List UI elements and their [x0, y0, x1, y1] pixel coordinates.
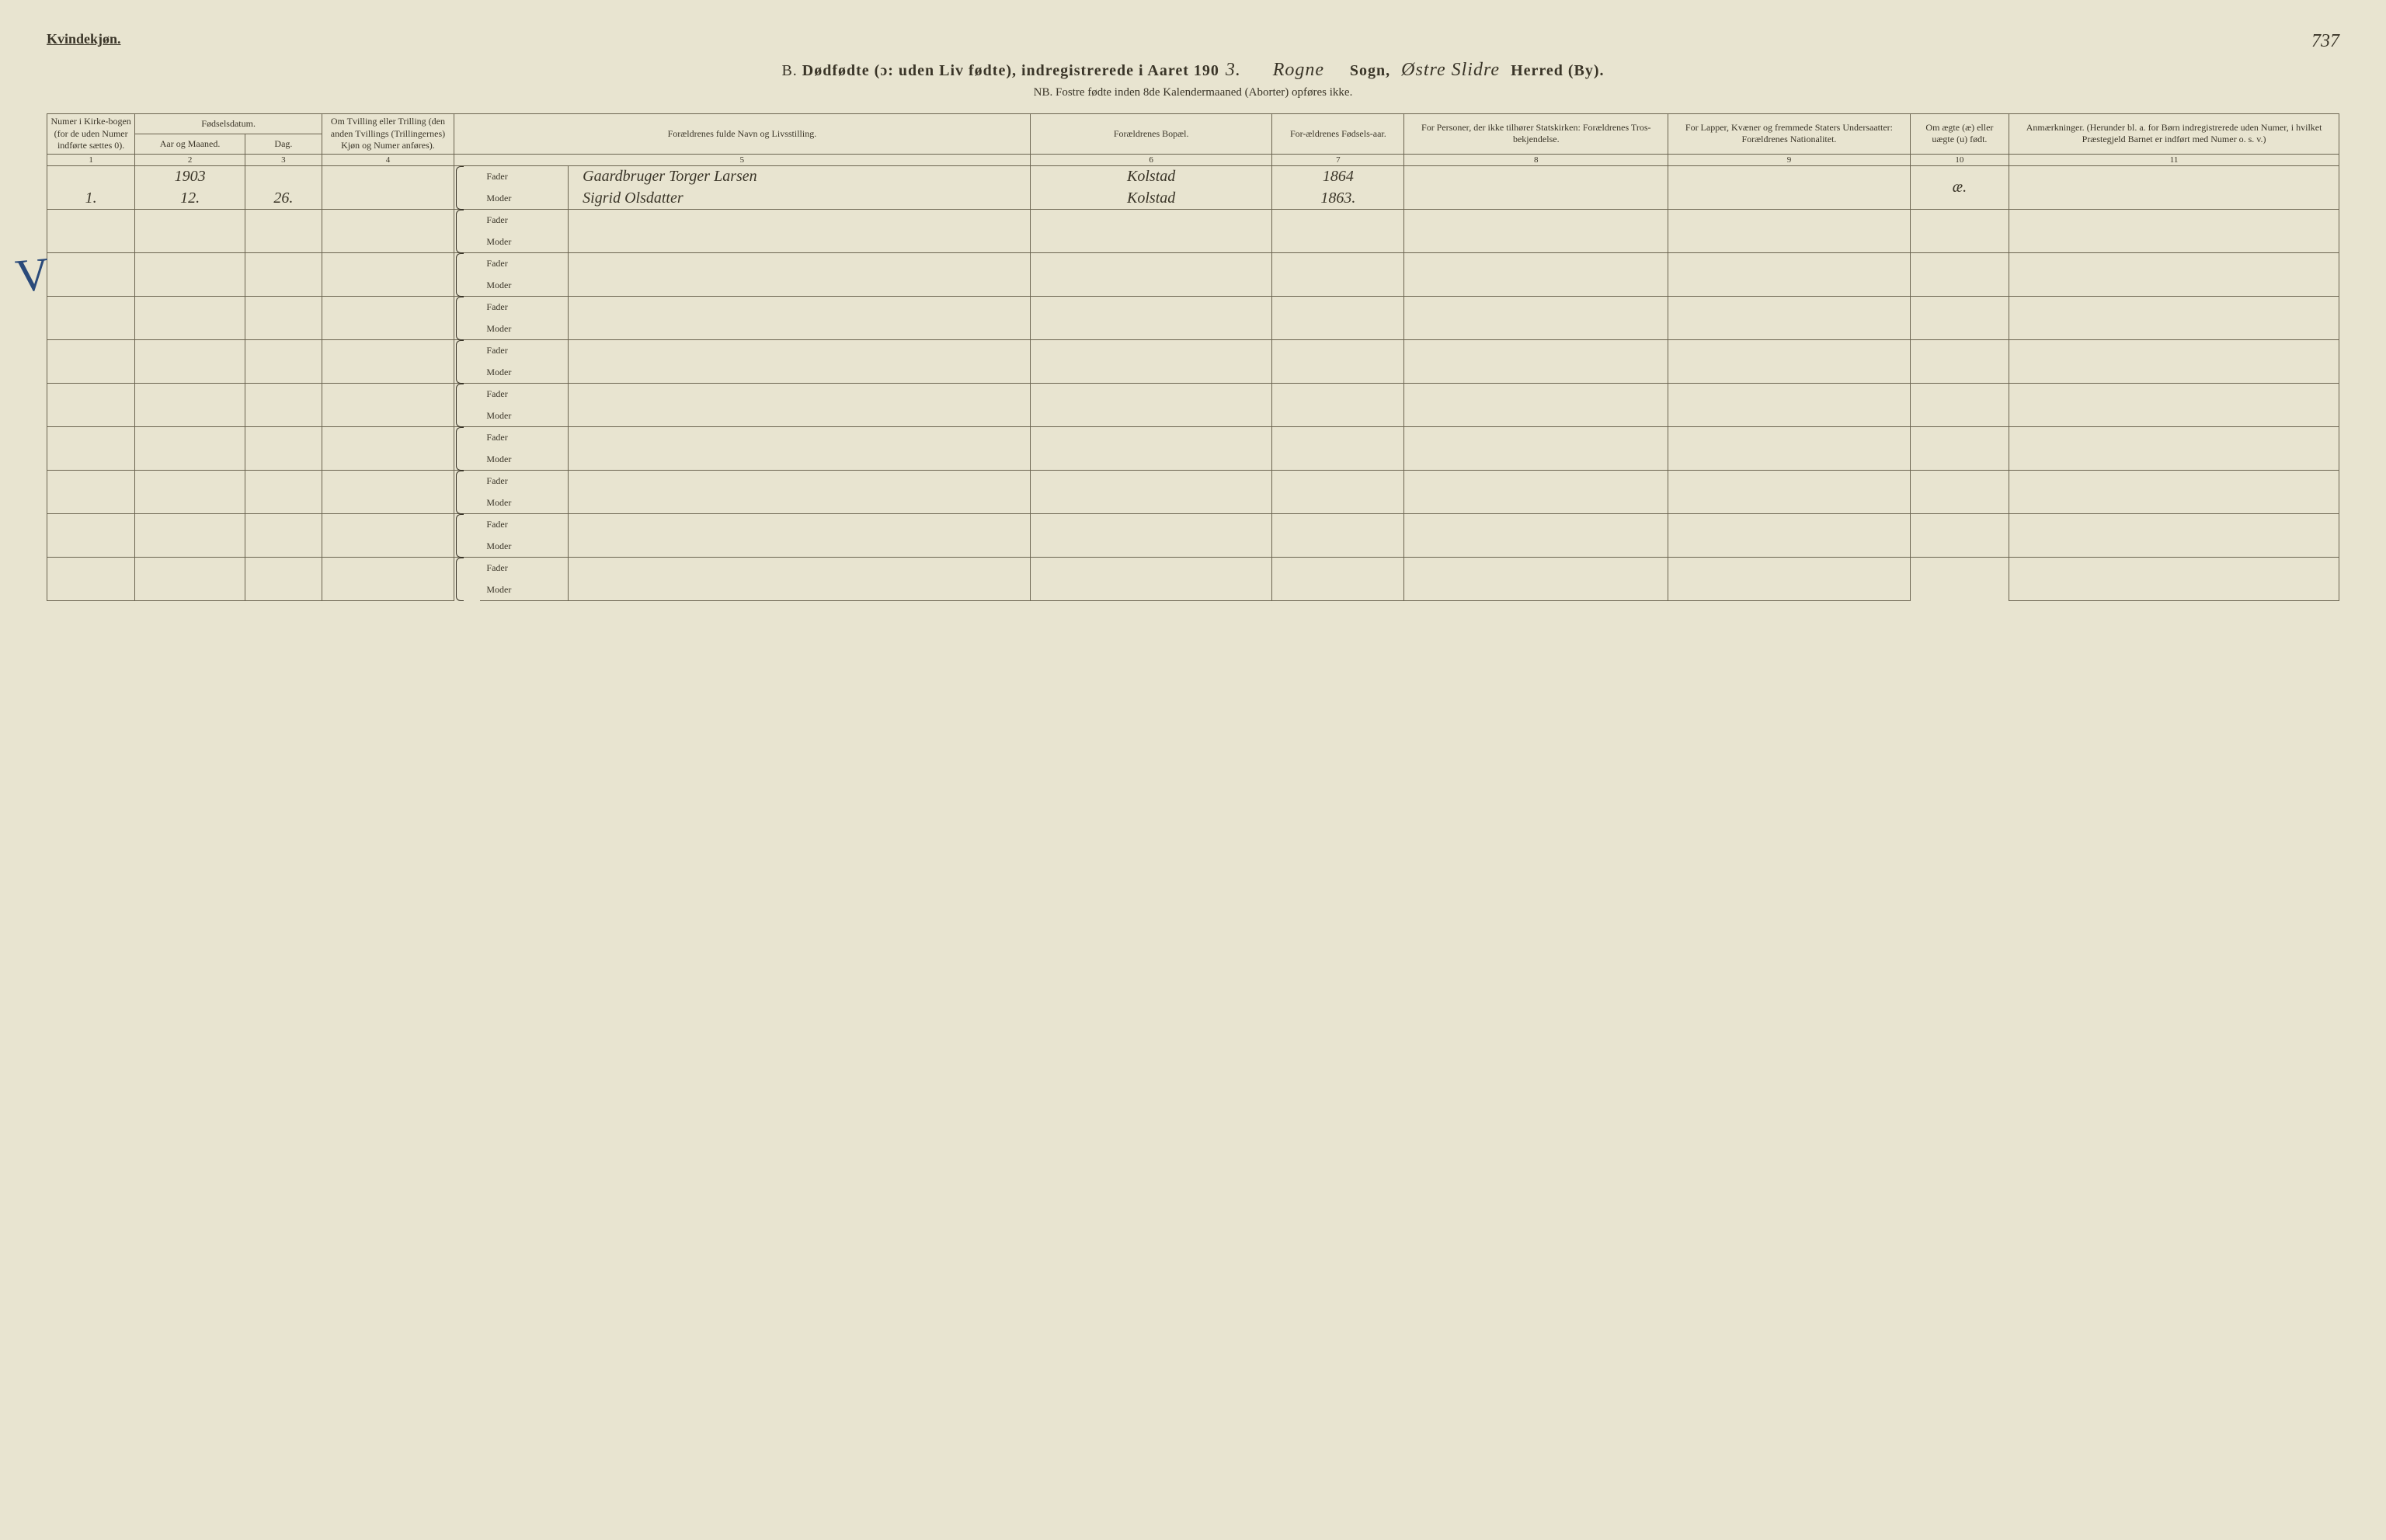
fader-label: Fader: [480, 165, 568, 187]
col-2a: Aar og Maaned.: [135, 134, 245, 154]
col-7: For-ældrenes Fødsels-aar.: [1272, 114, 1404, 155]
colnum: 8: [1404, 154, 1668, 165]
colnum: 3: [245, 154, 322, 165]
col-9: For Lapper, Kvæner og fremmede Staters U…: [1668, 114, 1911, 155]
ledger-page: V Kvindekjøn. 737 B. Dødfødte (ɔ: uden L…: [47, 31, 2339, 601]
col-2b: Dag.: [245, 134, 322, 154]
table-row: Fader: [47, 557, 2339, 579]
col-5: Forældrenes fulde Navn og Livsstilling.: [454, 114, 1030, 155]
sogn-label: Sogn,: [1350, 62, 1390, 79]
cell-tros: [1404, 165, 1668, 187]
col-8: For Personer, der ikke tilhører Statskir…: [1404, 114, 1668, 155]
col-4: Om Tvilling eller Trilling (den anden Tv…: [322, 114, 454, 155]
moder-name: Sigrid Olsdatter: [569, 187, 1031, 209]
table-row: Fader: [47, 383, 2339, 405]
table-row: Fader: [47, 209, 2339, 231]
ledger-table: Numer i Kirke-bogen (for de uden Numer i…: [47, 113, 2339, 601]
colnum: 5: [454, 154, 1030, 165]
table-row: Fader: [47, 339, 2339, 361]
colnum: 7: [1272, 154, 1404, 165]
col-6: Forældrenes Bopæl.: [1030, 114, 1272, 155]
colnum: 11: [2009, 154, 2339, 165]
title-main: Dødfødte (ɔ: uden Liv fødte), indregistr…: [802, 62, 1219, 79]
table-row: Fader: [47, 296, 2339, 318]
colnum: 1: [47, 154, 135, 165]
colnum: 2: [135, 154, 245, 165]
col-2-group: Fødselsdatum.: [135, 114, 322, 134]
cell-anm: [2009, 187, 2339, 209]
page-number: 737: [2311, 31, 2339, 52]
moder-label: Moder: [480, 187, 568, 209]
col-1: Numer i Kirke-bogen (for de uden Numer i…: [47, 114, 135, 155]
cell-twin: [322, 187, 454, 209]
herred-value: Østre Slidre: [1395, 60, 1506, 82]
brace: [454, 165, 480, 209]
fader-faar: 1864: [1272, 165, 1404, 187]
colnum-row: 1 2 3 4 5 6 7 8 9 10 11: [47, 154, 2339, 165]
cell-num: [47, 165, 135, 187]
table-row: 1903 Fader Gaardbruger Torger Larsen Kol…: [47, 165, 2339, 187]
cell-tros: [1404, 187, 1668, 209]
fader-bopel: Kolstad: [1030, 165, 1272, 187]
colnum: 4: [322, 154, 454, 165]
moder-bopel: Kolstad: [1030, 187, 1272, 209]
cell-anm: [2009, 165, 2339, 187]
cell-nat: [1668, 187, 1911, 209]
title-row: B. Dødfødte (ɔ: uden Liv fødte), indregi…: [47, 60, 2339, 82]
colnum: 6: [1030, 154, 1272, 165]
gender-label: Kvindekjøn.: [47, 31, 121, 52]
cell-day: [245, 165, 322, 187]
year-digit: 3.: [1219, 60, 1247, 82]
colnum: 9: [1668, 154, 1911, 165]
table-row: Fader: [47, 513, 2339, 535]
cell-nat: [1668, 165, 1911, 187]
herred-label: Herred (By).: [1511, 62, 1605, 79]
top-row: Kvindekjøn. 737: [47, 31, 2339, 52]
cell-twin: [322, 165, 454, 187]
cell-day: 26.: [245, 187, 322, 209]
col-11: Anmærkninger. (Herunder bl. a. for Børn …: [2009, 114, 2339, 155]
subtitle: NB. Fostre fødte inden 8de Kalendermaane…: [47, 86, 2339, 99]
moder-faar: 1863.: [1272, 187, 1404, 209]
table-row: Fader: [47, 426, 2339, 448]
table-head: Numer i Kirke-bogen (for de uden Numer i…: [47, 114, 2339, 166]
colnum: 10: [1910, 154, 2009, 165]
fader-name: Gaardbruger Torger Larsen: [569, 165, 1031, 187]
cell-month: 12.: [135, 187, 245, 209]
table-body: 1903 Fader Gaardbruger Torger Larsen Kol…: [47, 165, 2339, 600]
table-row: Fader: [47, 252, 2339, 274]
table-row: Fader: [47, 470, 2339, 492]
sogn-value: Rogne: [1252, 60, 1345, 82]
checkmark: V: [13, 247, 51, 304]
col-10: Om ægte (æ) eller uægte (u) født.: [1910, 114, 2009, 155]
cell-aegte: æ.: [1910, 165, 2009, 209]
cell-year: 1903: [135, 165, 245, 187]
cell-num: 1.: [47, 187, 135, 209]
title-prefix: B.: [781, 62, 797, 79]
